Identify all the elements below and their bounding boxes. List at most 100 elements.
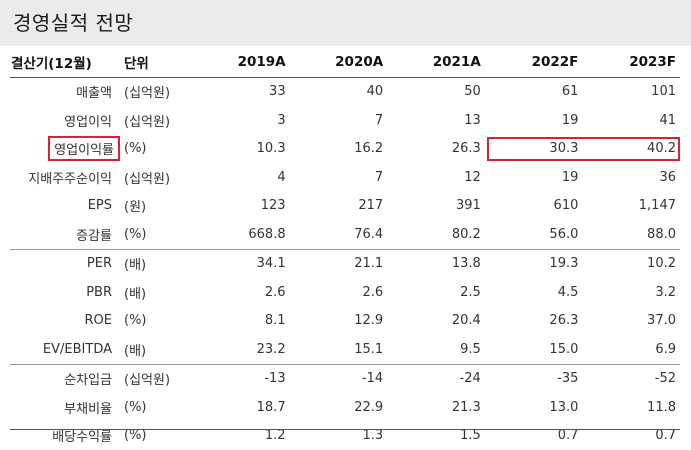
value-cell: 76.4 (290, 220, 388, 249)
row-label-highlighted: 영업이익률 (48, 136, 120, 161)
page-title: 경영실적 전망 (0, 0, 691, 46)
value-cell: 61 (485, 77, 583, 106)
header-year: 2019A (192, 48, 290, 77)
header-year: 2020A (290, 48, 388, 77)
row-label-cell: 매출액 (10, 77, 122, 106)
row-unit: (%) (122, 135, 192, 164)
value-cell: 33 (192, 77, 290, 106)
header-label: 결산기(12월) (10, 48, 122, 77)
row-unit: (%) (122, 307, 192, 336)
row-label-cell: 영업이익률 (10, 135, 122, 164)
value-cell: 610 (485, 192, 583, 221)
value-cell: 34.1 (192, 249, 290, 278)
row-label-cell: 증감률 (10, 220, 122, 249)
value-cell: 13 (387, 106, 485, 135)
row-label: 매출액 (76, 86, 112, 101)
row-label: 부채비율 (64, 402, 112, 417)
value-cell: 19 (485, 106, 583, 135)
value-cell: 21.1 (290, 249, 388, 278)
row-label: 지배주주순이익 (28, 172, 112, 187)
value-cell: 2.6 (290, 278, 388, 307)
value-cell: 0.7 (485, 422, 583, 450)
value-cell: 18.7 (192, 393, 290, 422)
bottom-rule (10, 429, 680, 430)
value-cell: 50 (387, 77, 485, 106)
row-label-cell: 영업이익 (10, 106, 122, 135)
forecast-table: 결산기(12월) 단위 2019A 2020A 2021A 2022F 2023… (10, 48, 680, 450)
row-label-cell: 배당수익률 (10, 422, 122, 450)
value-cell: 4.5 (485, 278, 583, 307)
value-cell: -13 (192, 364, 290, 393)
row-unit: (원) (122, 192, 192, 221)
value-cell: 7 (290, 163, 388, 192)
value-cell: -35 (485, 364, 583, 393)
row-unit: (십억원) (122, 77, 192, 106)
value-cell: 101 (582, 77, 680, 106)
value-cell: 391 (387, 192, 485, 221)
value-cell: 22.9 (290, 393, 388, 422)
value-cell: 20.4 (387, 307, 485, 336)
row-label-cell: EV/EBITDA (10, 335, 122, 364)
row-unit: (%) (122, 393, 192, 422)
row-unit: (배) (122, 335, 192, 364)
value-cell: 10.3 (192, 135, 290, 164)
value-cell: 1.5 (387, 422, 485, 450)
value-cell: 26.3 (485, 307, 583, 336)
value-cell: 1,147 (582, 192, 680, 221)
value-cell: 668.8 (192, 220, 290, 249)
value-cell: 1.3 (290, 422, 388, 450)
value-cell: 80.2 (387, 220, 485, 249)
value-cell: 37.0 (582, 307, 680, 336)
row-label-cell: EPS (10, 192, 122, 221)
row-unit: (배) (122, 278, 192, 307)
row-label: ROE (85, 313, 112, 328)
value-cell: 123 (192, 192, 290, 221)
value-cell: -52 (582, 364, 680, 393)
value-cell: 19.3 (485, 249, 583, 278)
value-cell: 21.3 (387, 393, 485, 422)
header-year: 2021A (387, 48, 485, 77)
value-cell: 12 (387, 163, 485, 192)
value-cell: 15.0 (485, 335, 583, 364)
value-cell: 13.8 (387, 249, 485, 278)
value-cell: 2.6 (192, 278, 290, 307)
value-cell: 15.1 (290, 335, 388, 364)
value-cell: 12.9 (290, 307, 388, 336)
row-label-cell: 지배주주순이익 (10, 163, 122, 192)
row-label-cell: PER (10, 249, 122, 278)
row-label: PER (87, 256, 112, 271)
value-cell: 7 (290, 106, 388, 135)
highlight-box-forecast-margin (487, 137, 680, 162)
row-label-cell: PBR (10, 278, 122, 307)
row-unit: (십억원) (122, 106, 192, 135)
value-cell: 41 (582, 106, 680, 135)
value-cell: 1.2 (192, 422, 290, 450)
row-unit: (%) (122, 220, 192, 249)
value-cell: 0.7 (582, 422, 680, 450)
header-year: 2022F (485, 48, 583, 77)
row-unit: (십억원) (122, 163, 192, 192)
value-cell: 2.5 (387, 278, 485, 307)
value-cell: 19 (485, 163, 583, 192)
value-cell: 56.0 (485, 220, 583, 249)
row-label: 영업이익 (64, 115, 112, 130)
header-year: 2023F (582, 48, 680, 77)
value-cell: 217 (290, 192, 388, 221)
value-cell: 88.0 (582, 220, 680, 249)
row-unit: (십억원) (122, 364, 192, 393)
value-cell: 6.9 (582, 335, 680, 364)
value-cell: 16.2 (290, 135, 388, 164)
row-unit: (배) (122, 249, 192, 278)
row-label: PBR (86, 285, 112, 300)
value-cell: 8.1 (192, 307, 290, 336)
